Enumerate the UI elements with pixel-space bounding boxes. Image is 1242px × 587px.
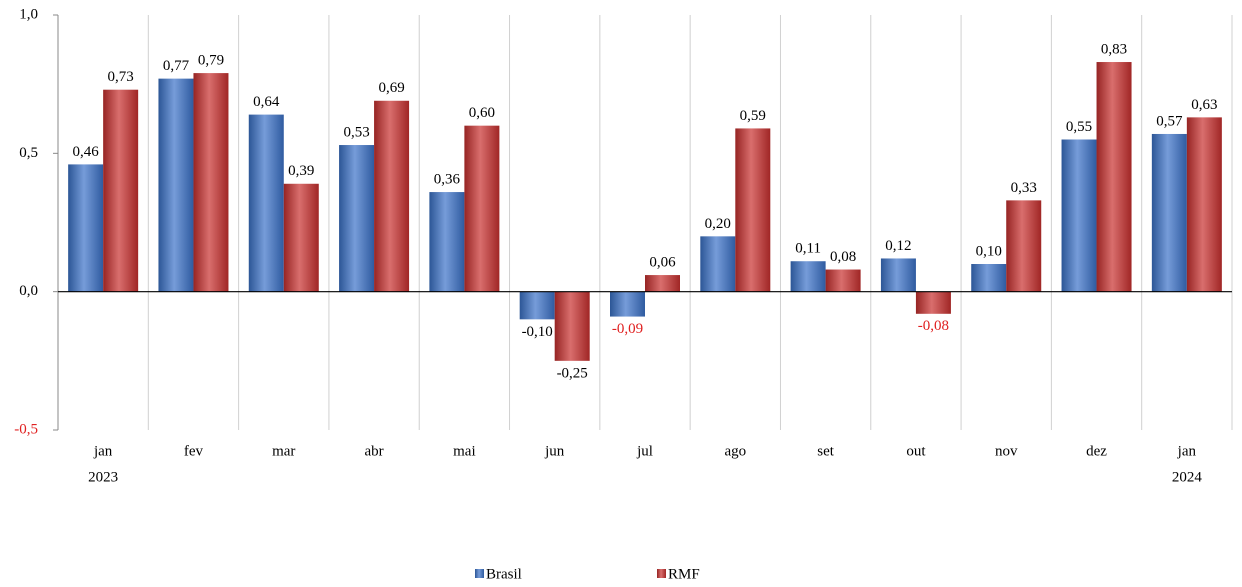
x-tick-label: jan: [93, 443, 113, 459]
bar: [700, 236, 736, 292]
value-label: 0,69: [378, 80, 404, 96]
bar: [429, 192, 465, 292]
value-label: 0,63: [1191, 97, 1217, 113]
value-label: -0,25: [557, 365, 588, 381]
legend-swatch: [475, 569, 484, 578]
x-tick-label: dez: [1086, 443, 1107, 459]
x-tick-label: nov: [995, 443, 1018, 459]
bar: [915, 291, 951, 314]
value-label: 0,20: [705, 216, 731, 232]
value-label: 0,11: [795, 241, 821, 257]
value-label: 0,46: [73, 144, 100, 160]
value-label: 0,77: [163, 58, 190, 74]
bar: [519, 291, 555, 320]
y-tick-label: 0,0: [19, 283, 38, 299]
value-label: 0,06: [649, 255, 676, 271]
bar: [283, 183, 319, 292]
legend-label: RMF: [668, 566, 700, 582]
bar: [68, 164, 104, 292]
value-label: 0,12: [885, 238, 911, 254]
bar: [554, 291, 590, 361]
bar: [1061, 139, 1097, 292]
x-tick-label: 2024: [1172, 469, 1203, 485]
x-tick-label: mai: [453, 443, 476, 459]
value-label: 0,55: [1066, 119, 1092, 135]
y-tick-label: 1,0: [19, 6, 38, 22]
bar: [339, 145, 375, 292]
y-tick-label: -0,5: [14, 421, 38, 437]
value-label: 0,57: [1156, 113, 1183, 129]
bar: [1186, 117, 1222, 292]
x-tick-label: 2023: [88, 469, 118, 485]
value-label: 0,73: [108, 69, 134, 85]
bar: [464, 125, 500, 292]
bar: [645, 275, 680, 292]
bar: [374, 100, 410, 292]
x-tick-label: jan: [1177, 443, 1197, 459]
bar: [790, 261, 826, 292]
x-tick-label: jun: [544, 443, 565, 459]
legend-label: Brasil: [486, 566, 522, 582]
x-tick-label: set: [817, 443, 834, 459]
value-label: 0,39: [288, 163, 314, 179]
value-label: 0,79: [198, 53, 224, 69]
x-tick-label: ago: [724, 443, 746, 459]
x-tick-label: jul: [636, 443, 653, 459]
bar: [248, 114, 284, 292]
value-label: 0,59: [740, 108, 766, 124]
bar: [880, 258, 916, 292]
value-label: 0,08: [830, 249, 856, 265]
bar: [1006, 200, 1042, 292]
value-label: 0,33: [1011, 180, 1037, 196]
value-label: 0,83: [1101, 41, 1127, 57]
value-label: 0,10: [976, 243, 1002, 259]
value-label: 0,36: [434, 172, 461, 188]
bar: [971, 264, 1007, 292]
x-tick-label: fev: [184, 443, 204, 459]
bar: [1096, 62, 1132, 292]
legend-swatch: [657, 569, 666, 578]
value-label: -0,08: [918, 318, 949, 334]
x-tick-label: abr: [364, 443, 383, 459]
x-tick-label: out: [906, 443, 926, 459]
bar: [735, 128, 771, 292]
value-label: 0,53: [343, 124, 369, 140]
value-label: 0,60: [469, 105, 495, 121]
y-tick-label: 0,5: [19, 145, 38, 161]
value-label: 0,64: [253, 94, 280, 110]
x-tick-label: mar: [272, 443, 295, 459]
value-label: -0,10: [522, 324, 553, 340]
bar: [825, 269, 861, 292]
bar: [610, 291, 645, 317]
bar: [103, 89, 139, 292]
value-label: -0,09: [612, 321, 643, 337]
bar: [1151, 133, 1187, 292]
bar: [193, 73, 229, 292]
bar: [158, 78, 194, 292]
